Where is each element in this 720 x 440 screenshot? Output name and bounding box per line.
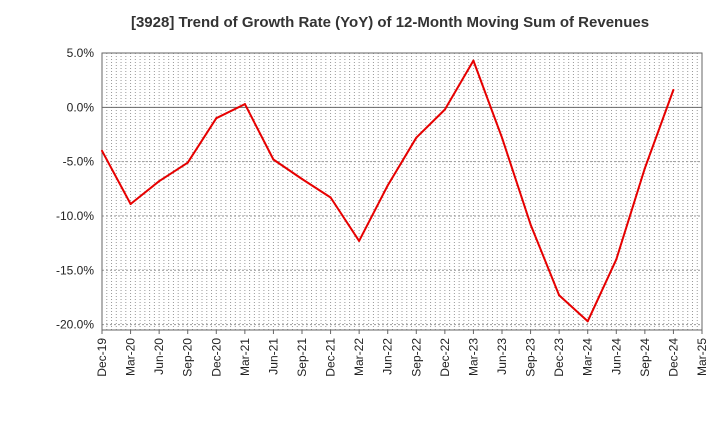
x-tick-label: Dec-23: [552, 338, 566, 377]
data-point: [215, 117, 218, 120]
x-tick-label: Jun-24: [609, 338, 623, 375]
x-tick-label: Jun-23: [495, 338, 509, 375]
x-tick-label: Mar-25: [695, 338, 709, 376]
x-tick-label: Sep-24: [638, 338, 652, 377]
x-tick-label: Sep-22: [409, 338, 423, 377]
data-point: [272, 158, 275, 161]
chart-title: [3928] Trend of Growth Rate (YoY) of 12-…: [130, 14, 650, 31]
data-point: [472, 59, 475, 62]
y-tick-label: -15.0%: [56, 263, 94, 277]
y-tick-label: 0.0%: [67, 100, 95, 114]
data-point: [301, 178, 303, 180]
data-point: [558, 294, 561, 297]
y-tick-label: -10.0%: [56, 209, 94, 223]
x-tick-label: Sep-20: [181, 338, 195, 377]
x-tick-label: Mar-22: [352, 338, 366, 376]
series-line: [101, 59, 675, 323]
x-tick-label: Jun-22: [381, 338, 395, 375]
y-tick-label: -5.0%: [63, 155, 95, 169]
plot-frame: [101, 52, 703, 331]
y-tick-label: 5.0%: [67, 46, 95, 60]
x-tick-label: Jun-21: [266, 338, 280, 375]
data-point: [643, 167, 646, 170]
data-point: [443, 108, 446, 111]
data-point: [501, 136, 503, 139]
data-point: [129, 203, 132, 205]
x-tick-label: Mar-21: [238, 338, 252, 376]
x-tick-label: Mar-23: [466, 338, 480, 376]
y-tick-label: -20.0%: [56, 318, 94, 332]
x-tick-label: Jun-20: [152, 338, 166, 375]
data-point: [158, 180, 161, 183]
x-tick-label: Dec-20: [209, 338, 223, 377]
data-point: [358, 239, 361, 242]
data-point: [101, 149, 103, 152]
x-tick-label: Sep-23: [524, 338, 538, 377]
data-point: [415, 136, 418, 139]
data-point: [529, 223, 532, 226]
x-tick-label: Dec-21: [324, 338, 338, 377]
data-point: [386, 184, 389, 187]
data-point: [615, 258, 618, 261]
x-tick-label: Dec-19: [95, 338, 109, 377]
x-tick-label: Dec-24: [666, 338, 680, 377]
x-tick-label: Mar-24: [581, 338, 595, 376]
data-point: [186, 161, 189, 164]
x-tick-label: Mar-20: [124, 338, 138, 376]
data-point: [672, 88, 675, 91]
x-tick-label: Sep-21: [295, 338, 309, 377]
data-point: [329, 196, 332, 199]
data-point: [586, 320, 589, 323]
data-point: [243, 103, 246, 106]
x-tick-label: Dec-22: [438, 338, 452, 377]
